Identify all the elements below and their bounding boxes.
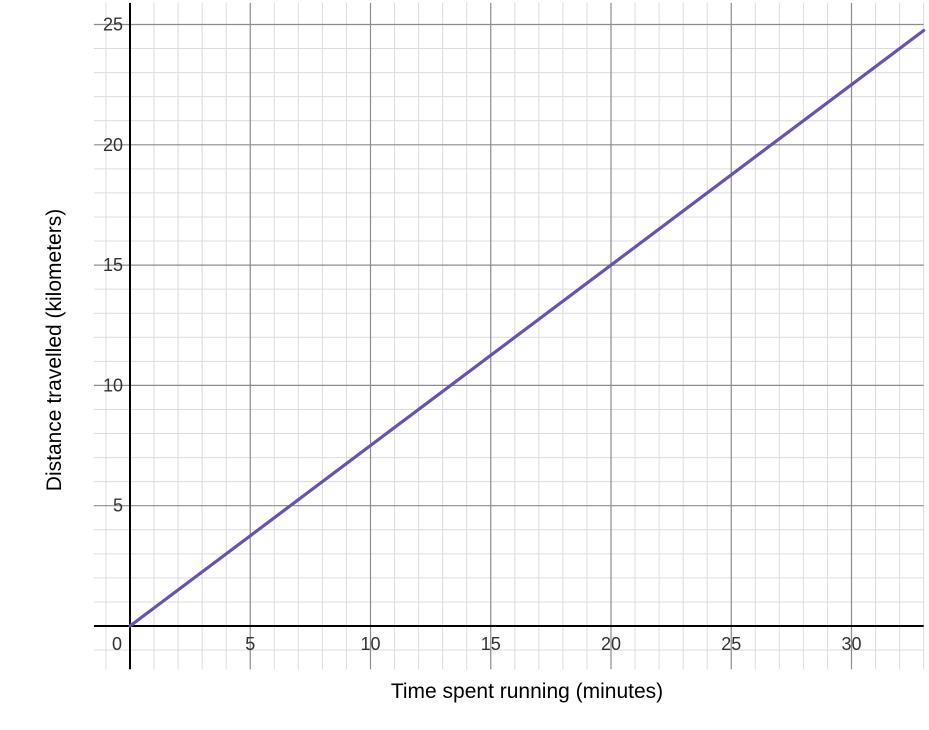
series-layer xyxy=(128,28,926,628)
minor-grid xyxy=(93,2,925,670)
origin-label: 0 xyxy=(112,634,122,654)
axes xyxy=(93,2,924,670)
x-tick-label: 5 xyxy=(245,634,255,654)
y-tick-label: 10 xyxy=(103,375,123,395)
y-tick-label: 5 xyxy=(113,496,123,516)
y-tick-label: 20 xyxy=(103,135,123,155)
x-axis-title: Time spent running (minutes) xyxy=(391,680,663,703)
x-tick-label: 25 xyxy=(721,634,741,654)
y-axis-title: Distance travelled (kilometers) xyxy=(43,209,66,491)
major-grid xyxy=(93,2,924,670)
y-tick-label: 25 xyxy=(103,15,123,35)
x-tick-label: 15 xyxy=(481,634,501,654)
x-tick-label: 30 xyxy=(841,634,861,654)
y-tick-label: 15 xyxy=(103,255,123,275)
x-tick-label: 20 xyxy=(601,634,621,654)
series-line-1 xyxy=(128,28,926,628)
x-tick-label: 10 xyxy=(360,634,380,654)
tick-labels: 5 10 15 20 25 30 5 10 15 20 25 xyxy=(103,15,862,655)
